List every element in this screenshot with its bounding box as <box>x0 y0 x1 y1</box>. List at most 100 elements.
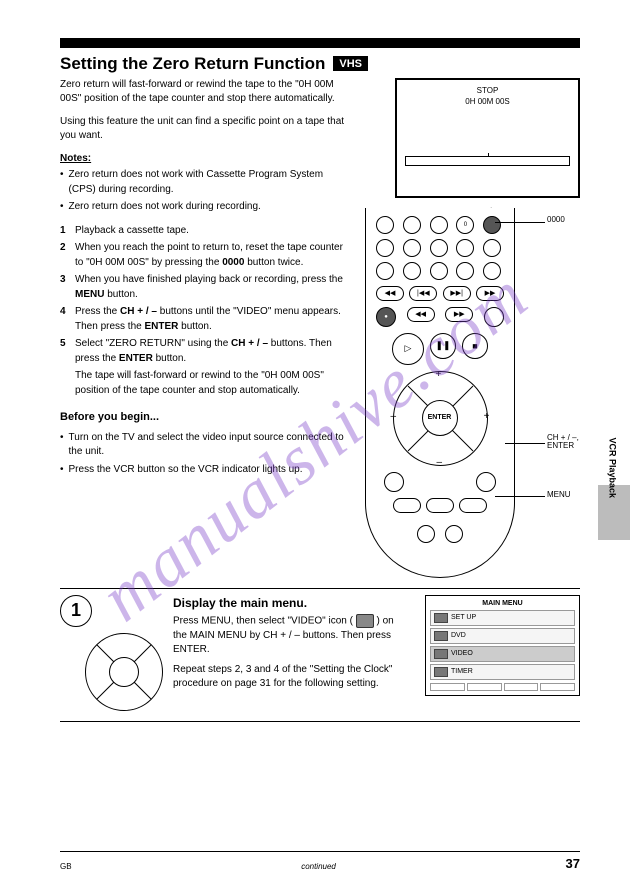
callout-line <box>495 222 545 223</box>
footer-page: 37 <box>566 856 580 871</box>
menu-footer-bar <box>430 683 575 691</box>
remote-btn[interactable] <box>484 307 504 327</box>
remote-btn[interactable] <box>430 262 448 280</box>
play-btn[interactable]: ▷ <box>392 333 424 365</box>
page: Setting the Zero Return Function VHS Zer… <box>0 0 630 893</box>
step-left: 1 <box>60 595 163 711</box>
remote-btn[interactable] <box>417 525 435 543</box>
menu-btn[interactable] <box>476 472 496 492</box>
right-column: STOP 0H 00M 00S ↑ Tape counter display 0 <box>355 78 580 578</box>
step-text: Press MENU, then select "VIDEO" icon ( )… <box>173 614 410 657</box>
dpad-down-icon: – <box>437 457 443 468</box>
rec-btn[interactable]: ● <box>376 307 396 327</box>
note-2-text: Zero return does not work during recordi… <box>69 200 261 215</box>
remote-bottom-row <box>376 525 504 543</box>
remote-btn[interactable] <box>376 239 394 257</box>
tv-screen: STOP 0H 00M 00S ↑ Tape counter display <box>395 78 580 198</box>
remote-btn[interactable] <box>445 525 463 543</box>
next-btn[interactable]: ▶▶| <box>443 286 471 301</box>
remote-rec-row: ● ◀◀ ▶▶ <box>376 307 504 327</box>
intro-p2: Using this feature the unit can find a s… <box>60 115 347 144</box>
prev-btn[interactable]: |◀◀ <box>409 286 437 301</box>
remote-btn[interactable] <box>376 216 394 234</box>
callout-0000: 0000 <box>547 216 565 225</box>
step-line-2: 2 When you reach the point to return to,… <box>60 241 347 270</box>
remote-btn[interactable] <box>403 262 421 280</box>
menu-row-dvd[interactable]: DVD <box>430 628 575 644</box>
timer-icon <box>434 667 448 677</box>
step-3-body: When you have finished playing back or r… <box>75 273 347 302</box>
transport-btn[interactable]: ▶▶ <box>445 307 473 322</box>
dvd-icon <box>434 631 448 641</box>
bb-1: •Turn on the TV and select the video inp… <box>60 431 347 460</box>
callout-line <box>495 496 545 497</box>
note-1: •Zero return does not work with Cassette… <box>60 168 347 197</box>
step-title: Display the main menu. <box>173 595 410 612</box>
remote-btn[interactable] <box>483 262 501 280</box>
remote-0000-btn[interactable] <box>483 216 501 234</box>
note-2: •Zero return does not work during record… <box>60 200 347 215</box>
remote-dpad: ENTER + – – + <box>393 371 488 466</box>
enter-btn[interactable]: ENTER <box>422 400 458 436</box>
tape-bar <box>405 156 570 166</box>
menu-row-video[interactable]: VIDEO <box>430 646 575 662</box>
remote-btn[interactable] <box>456 262 474 280</box>
pause-btn[interactable]: ❚❚ <box>430 333 456 359</box>
remote-btn[interactable] <box>483 239 501 257</box>
remote-under-dpad <box>376 472 504 492</box>
menu-row-timer[interactable]: TIMER <box>430 664 575 680</box>
bb-1-text: Turn on the TV and select the video inpu… <box>69 431 348 460</box>
step-line-1: 11 Playback a cassette tape. Playback a … <box>60 224 347 239</box>
remote-btn[interactable] <box>430 216 448 234</box>
video-icon <box>356 614 374 628</box>
remote-btn[interactable] <box>403 216 421 234</box>
step-line-5: 5 Select "ZERO RETURN" using the CH + / … <box>60 337 347 366</box>
remote-wrap: 0 ◀◀ |◀◀ <box>365 208 580 578</box>
menu-title: MAIN MENU <box>430 600 575 607</box>
remote-btn[interactable] <box>376 262 394 280</box>
bb-2-text: Press the VCR button so the VCR indicato… <box>69 463 303 478</box>
remote-number-grid: 0 <box>376 216 504 280</box>
step-note: Repeat steps 2, 3 and 4 of the "Setting … <box>173 663 410 691</box>
transport-btn[interactable]: ◀◀ <box>407 307 435 322</box>
step-1-body: Playback a cassette tape. <box>75 224 189 239</box>
remote-play-row: ▷ ❚❚ ■ <box>376 333 504 365</box>
section-rule-2 <box>60 721 580 722</box>
corner-btn[interactable] <box>384 472 404 492</box>
footer-lang: GB <box>60 862 72 871</box>
video-menu-icon <box>434 649 448 659</box>
remote-btn[interactable] <box>393 498 421 513</box>
step-result: The tape will fast-forward or rewind to … <box>75 369 347 398</box>
remote-transport-row: ◀◀ |◀◀ ▶▶| ▶▶ <box>376 286 504 301</box>
stop-btn[interactable]: ■ <box>462 333 488 359</box>
bb-2: •Press the VCR button so the VCR indicat… <box>60 463 347 478</box>
header-rule <box>60 38 580 48</box>
left-column: Zero return will fast-forward or rewind … <box>60 78 347 578</box>
menu-wrap: MAIN MENU SET UP DVD VIDEO TIMER <box>420 595 580 696</box>
step-4-body: Press the CH + / – buttons until the "VI… <box>75 305 347 334</box>
main-columns: Zero return will fast-forward or rewind … <box>60 78 580 578</box>
step-prefix: Press MENU, then select "VIDEO" icon ( <box>173 616 353 627</box>
step-line-3: 3 When you have finished playing back or… <box>60 273 347 302</box>
dpad-right-icon: + <box>484 411 490 422</box>
notes-head: Notes: <box>60 152 347 167</box>
step-body: Display the main menu. Press MENU, then … <box>173 595 410 691</box>
step-number: 1 <box>60 595 92 627</box>
menu-label-timer: TIMER <box>451 668 473 675</box>
remote-btn[interactable] <box>430 239 448 257</box>
remote-btn[interactable]: 0 <box>456 216 474 234</box>
vhs-badge: VHS <box>333 56 368 71</box>
remote-btn[interactable] <box>459 498 487 513</box>
remote-btn[interactable] <box>456 239 474 257</box>
rew-btn[interactable]: ◀◀ <box>376 286 404 301</box>
remote-btn[interactable] <box>403 239 421 257</box>
remote-btn[interactable] <box>426 498 454 513</box>
callout-line <box>505 443 545 444</box>
dpad-mini-icon <box>85 633 163 711</box>
menu-row-setup[interactable]: SET UP <box>430 610 575 626</box>
tv-title: STOP <box>405 86 570 95</box>
section-rule <box>60 588 580 589</box>
step-2-body: When you reach the point to return to, r… <box>75 241 347 270</box>
ff-btn[interactable]: ▶▶ <box>476 286 504 301</box>
callout-ch: CH + / –, ENTER <box>547 434 579 452</box>
